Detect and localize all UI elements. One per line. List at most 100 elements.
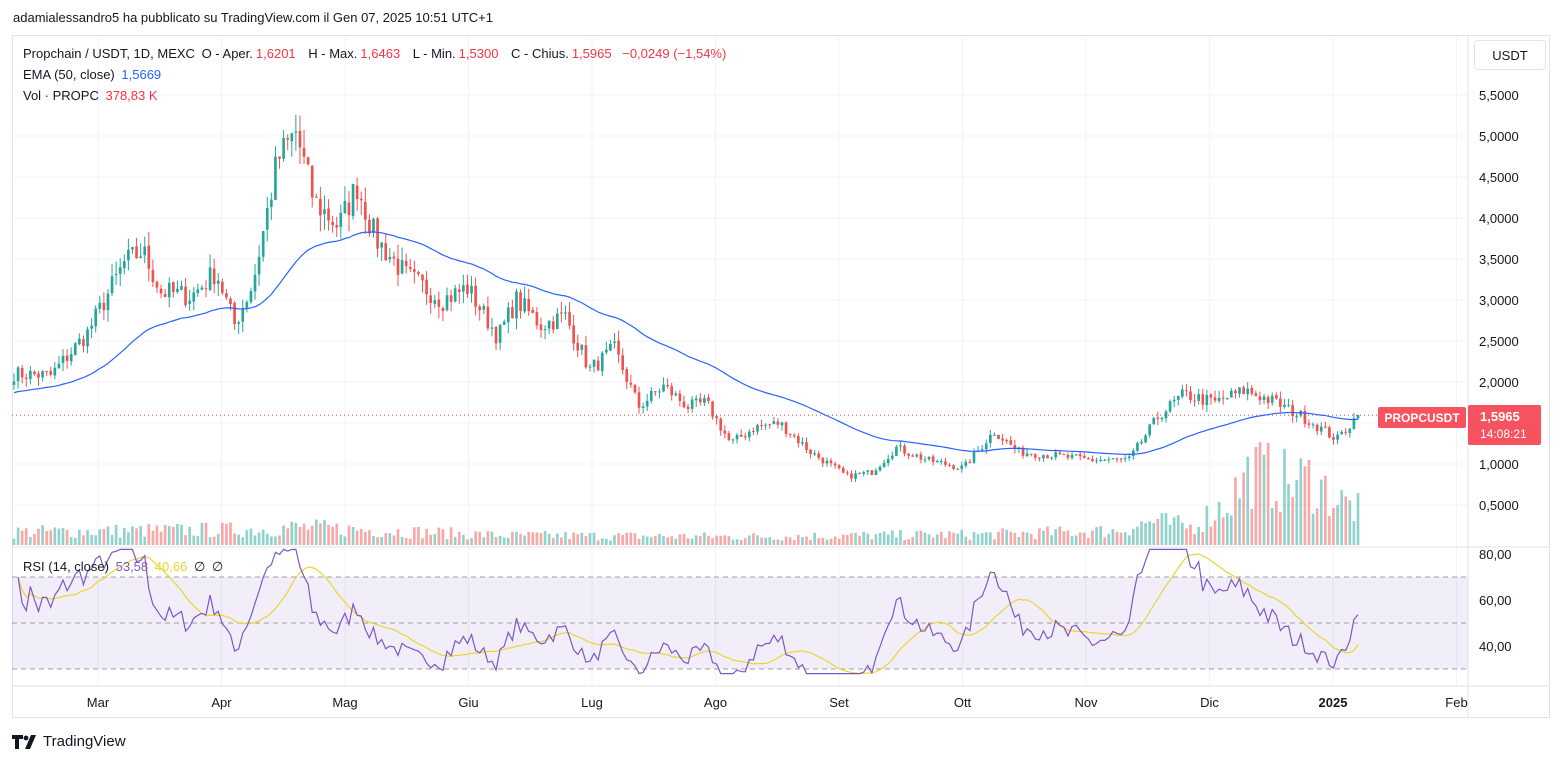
volume-bar bbox=[531, 532, 535, 545]
volume-bar bbox=[192, 535, 196, 545]
candle-body bbox=[12, 381, 16, 385]
candle-body bbox=[1140, 441, 1143, 444]
candle-body bbox=[347, 202, 351, 216]
candle-body bbox=[621, 355, 625, 371]
volume-bar bbox=[760, 537, 763, 545]
candle-body bbox=[788, 433, 792, 435]
candle-body bbox=[555, 313, 559, 330]
volume-bar bbox=[596, 540, 600, 545]
volume-bar bbox=[302, 523, 306, 545]
volume-bar bbox=[547, 533, 551, 545]
volume-bar bbox=[380, 537, 383, 545]
candle-body bbox=[739, 434, 743, 437]
ema-legend[interactable]: EMA (50, close) 1,5669 bbox=[23, 67, 164, 82]
currency-button[interactable]: USDT bbox=[1474, 40, 1546, 70]
candle-body bbox=[1082, 455, 1086, 458]
volume-bar bbox=[854, 532, 857, 545]
candle-body bbox=[1062, 453, 1066, 455]
candle-body bbox=[1270, 395, 1274, 403]
candle-body bbox=[980, 449, 984, 451]
candle-body bbox=[850, 473, 853, 479]
volume-bar bbox=[253, 535, 257, 545]
volume-bar bbox=[441, 529, 445, 545]
volume-bar bbox=[1168, 524, 1172, 545]
candle-body bbox=[686, 406, 690, 409]
candle-body bbox=[1021, 447, 1025, 456]
candle-body bbox=[171, 282, 175, 293]
volume-bar bbox=[797, 534, 800, 545]
volume-bar bbox=[584, 536, 588, 545]
volume-bar bbox=[993, 539, 996, 545]
volume-bar bbox=[698, 535, 702, 545]
candle-body bbox=[212, 268, 216, 285]
candle-body bbox=[368, 219, 371, 234]
volume-bar bbox=[825, 539, 829, 545]
chart-frame bbox=[12, 35, 1550, 718]
volume-bar bbox=[923, 532, 927, 545]
volume-bar bbox=[915, 531, 919, 545]
candle-body bbox=[1323, 426, 1327, 428]
candle-body bbox=[1205, 394, 1209, 406]
candle-body bbox=[539, 324, 543, 331]
volume-bar bbox=[171, 526, 175, 545]
volume-bar bbox=[821, 537, 825, 545]
symbol-title[interactable]: Propchain / USDT, 1D, MEXC bbox=[23, 46, 195, 61]
volume-bar bbox=[204, 522, 208, 545]
volume-bar bbox=[1189, 524, 1192, 545]
volume-bar bbox=[110, 534, 114, 545]
candle-body bbox=[82, 339, 85, 346]
rsi-tick-label: 60,00 bbox=[1479, 593, 1512, 608]
candle-body bbox=[637, 392, 641, 408]
candle-body bbox=[457, 289, 461, 292]
candle-body bbox=[1274, 395, 1278, 399]
candle-body bbox=[53, 367, 57, 376]
volume-bar bbox=[384, 532, 388, 545]
candle-body bbox=[792, 435, 796, 437]
price-tick-label: 4,5000 bbox=[1479, 170, 1519, 185]
time-tick-label: Ago bbox=[704, 695, 727, 710]
volume-bar bbox=[572, 532, 575, 545]
volume-bar bbox=[1123, 532, 1127, 545]
high-label: H - Max. bbox=[308, 46, 358, 61]
volume-bar bbox=[1095, 527, 1098, 545]
volume-bar bbox=[368, 530, 371, 545]
volume-bar bbox=[359, 529, 363, 545]
candle-body bbox=[114, 273, 118, 276]
candle-body bbox=[1050, 457, 1053, 459]
tradingview-brand[interactable]: TradingView bbox=[12, 733, 126, 750]
volume-bar bbox=[805, 536, 808, 545]
volume-bar bbox=[1181, 522, 1184, 545]
volume-bar bbox=[641, 535, 645, 545]
candle-body bbox=[1136, 443, 1139, 451]
candle-body bbox=[1144, 435, 1147, 443]
candle-body bbox=[1005, 440, 1009, 442]
rsi-legend[interactable]: RSI (14, close) 53,58 40,66 ∅ ∅ bbox=[23, 559, 226, 575]
candle-body bbox=[417, 272, 420, 275]
volume-bar bbox=[735, 539, 739, 545]
volume-bar bbox=[768, 537, 772, 545]
volume-bar bbox=[1185, 528, 1188, 545]
volume-bar bbox=[862, 531, 866, 545]
volume-bar bbox=[429, 534, 433, 545]
volume-bar bbox=[743, 538, 747, 545]
candle-body bbox=[841, 467, 845, 473]
volume-bar bbox=[895, 537, 898, 545]
candle-body bbox=[1099, 459, 1102, 461]
volume-bar bbox=[98, 529, 102, 545]
candle-body bbox=[1058, 452, 1062, 455]
candle-body bbox=[57, 363, 61, 369]
candle-body bbox=[1295, 415, 1299, 417]
candle-body bbox=[462, 285, 465, 292]
candle-body bbox=[200, 287, 204, 290]
candle-body bbox=[1054, 452, 1058, 458]
volume-bar bbox=[33, 534, 36, 545]
volume-bar bbox=[997, 531, 1000, 545]
volume-bar bbox=[1070, 536, 1074, 545]
volume-bar bbox=[1050, 535, 1053, 545]
volume-bar bbox=[372, 536, 375, 545]
volume-legend[interactable]: Vol · PROPC 378,83 K bbox=[23, 88, 161, 103]
volume-bar bbox=[723, 535, 727, 545]
volume-bar bbox=[633, 533, 637, 545]
open-label: O - Aper. bbox=[201, 46, 253, 61]
